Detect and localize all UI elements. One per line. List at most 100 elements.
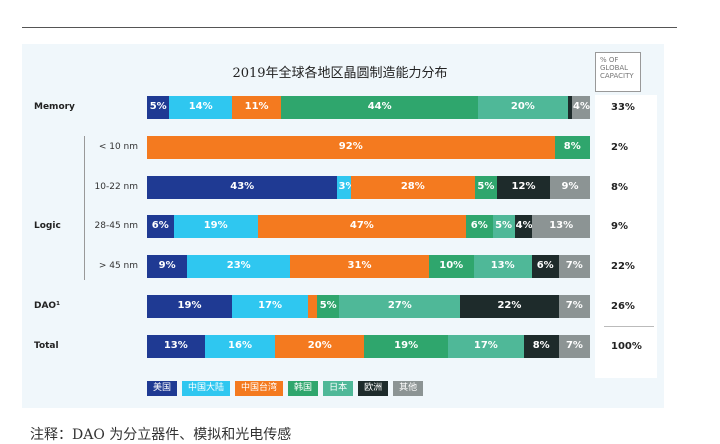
bar-segment: 5%: [317, 295, 340, 318]
segment-label: 12%: [511, 181, 536, 192]
bar-segment: 12%: [496, 176, 551, 199]
row-group-label: Logic: [34, 221, 61, 231]
segment-label: 7%: [565, 340, 583, 351]
segment-label: 19%: [203, 220, 228, 231]
bar-segment: 19%: [147, 295, 233, 318]
segment-label: 17%: [258, 300, 283, 311]
segment-label: 43%: [230, 181, 255, 192]
segment-label: 5%: [149, 101, 167, 112]
bar-segment: 9%: [550, 176, 590, 199]
bar-segment: 8%: [554, 136, 590, 159]
bar-segment: 6%: [531, 255, 559, 278]
row-sublabel: 28-45 nm: [94, 221, 138, 231]
segment-label: 17%: [473, 340, 498, 351]
bar-segment: 13%: [532, 215, 590, 238]
bar-segment: 28%: [350, 176, 475, 199]
segment-label: 4%: [573, 101, 591, 112]
bar-row: 9% 23% 31% 10% 13% 6% 7%: [147, 255, 590, 278]
bar-row: 19% 17% 5% 27% 22% 7%: [147, 295, 590, 318]
segment-label: 13%: [490, 260, 515, 271]
row-group-label: DAO¹: [34, 301, 61, 311]
legend-item: 中国大陆: [182, 381, 231, 396]
bar-segment: 9%: [147, 255, 188, 278]
bar-segment: 7%: [558, 335, 590, 358]
bar-segment: 20%: [275, 335, 365, 358]
segment-label: 22%: [497, 300, 522, 311]
capacity-value: 9%: [611, 221, 628, 232]
bar-segment: 7%: [558, 255, 590, 278]
bar-segment: 13%: [147, 335, 205, 358]
row-group-label: Total: [34, 341, 59, 351]
capacity-column: [595, 95, 657, 378]
bar-segment: 92%: [147, 136, 555, 159]
segment-label: 5%: [495, 220, 513, 231]
segment-label: 13%: [549, 220, 574, 231]
segment-label: 5%: [477, 181, 495, 192]
bar-segment: 31%: [290, 255, 429, 278]
bar-segment: 16%: [204, 335, 276, 358]
segment-label: 8%: [532, 340, 550, 351]
segment-label: 16%: [228, 340, 252, 351]
legend-item: 其他: [393, 381, 424, 396]
bar-segment: 22%: [460, 295, 559, 318]
bar-segment: 4%: [572, 96, 590, 119]
segment-label: 19%: [394, 340, 419, 351]
row-sublabel: 10-22 nm: [94, 182, 138, 192]
bar-segment: 23%: [187, 255, 291, 278]
bar-segment: 47%: [257, 215, 466, 238]
segment-label: 10%: [439, 260, 464, 271]
bar-segment: 19%: [173, 215, 258, 238]
bar-segment: 5%: [147, 96, 170, 119]
segment-label: 14%: [188, 101, 213, 112]
bar-segment: 19%: [364, 335, 449, 358]
bar-segment: 14%: [169, 96, 232, 119]
capacity-divider: [604, 326, 654, 327]
segment-label: 5%: [319, 300, 337, 311]
bar-segment: 4%: [514, 215, 533, 238]
segment-label: 11%: [244, 101, 269, 112]
segment-label: 31%: [347, 260, 372, 271]
bar-row: 43% 3% 28% 5% 12% 9%: [147, 176, 590, 199]
legend-item: 中国台湾: [235, 381, 284, 396]
segment-label: 92%: [338, 141, 363, 152]
segment-label: 19%: [177, 300, 202, 311]
row-group-label: Memory: [34, 102, 75, 112]
bar-segment: 5%: [474, 176, 497, 199]
bar-row: 92% 8%: [147, 136, 590, 159]
segment-label: 13%: [163, 340, 188, 351]
bar-segment: 17%: [448, 335, 524, 358]
segment-label: 27%: [387, 300, 412, 311]
bar-segment: 44%: [281, 96, 479, 119]
segment-label: 28%: [400, 181, 425, 192]
capacity-header: % OF GLOBAL CAPACITY: [595, 52, 641, 92]
capacity-value: 22%: [611, 261, 635, 272]
capacity-value: 33%: [611, 102, 635, 113]
bar-segment: 27%: [339, 295, 461, 318]
segment-label: 7%: [565, 300, 583, 311]
capacity-value: 100%: [611, 341, 642, 352]
bar-segment: 43%: [147, 176, 338, 199]
legend-item: 美国: [147, 381, 178, 396]
capacity-value: 26%: [611, 301, 635, 312]
segment-label: 6%: [470, 220, 488, 231]
segment-label: 4%: [515, 220, 533, 231]
capacity-value: 2%: [611, 142, 628, 153]
bar-row: 6% 19% 47% 6% 5% 4% 13%: [147, 215, 590, 238]
bar-segment: 8%: [523, 335, 559, 358]
capacity-value: 8%: [611, 182, 628, 193]
segment-label: 23%: [226, 260, 251, 271]
bar-segment: 20%: [478, 96, 568, 119]
chart-legend: 美国 中国大陆 中国台湾 韩国 日本 欧洲 其他: [147, 381, 428, 396]
segment-label: 6%: [151, 220, 169, 231]
segment-label: 7%: [565, 260, 583, 271]
bar-segment: 10%: [428, 255, 474, 278]
segment-label: 6%: [536, 260, 554, 271]
bar-segment: 6%: [465, 215, 493, 238]
bar-segment: 5%: [492, 215, 515, 238]
bar-segment: 3%: [337, 176, 355, 199]
bar-segment: 13%: [473, 255, 532, 278]
row-sublabel: > 45 nm: [98, 261, 138, 271]
segment-label: 20%: [307, 340, 332, 351]
bar-segment: 6%: [147, 215, 174, 238]
segment-label: 47%: [349, 220, 374, 231]
